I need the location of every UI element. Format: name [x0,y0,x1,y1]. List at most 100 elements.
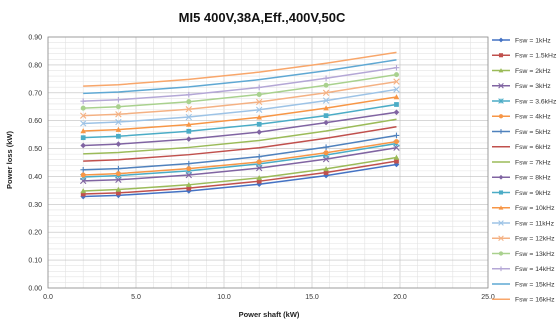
x-axis-title: Power shaft (kW) [239,310,300,319]
data-point [80,105,86,111]
data-point [80,191,86,197]
series-line [83,51,397,87]
data-point [185,106,192,113]
data-point [115,186,122,192]
x-tick-label: 20.0 [393,294,407,301]
data-point [80,188,86,194]
data-point [498,53,504,58]
series-path [83,126,397,162]
legend-label: Fsw = 12kHz [515,236,555,243]
data-point [393,109,400,116]
series-path [83,88,397,125]
data-point [498,251,504,256]
data-point [256,153,262,160]
data-point [393,154,400,160]
data-point [256,98,263,106]
data-point [256,175,262,181]
series-path [83,118,397,155]
series-path [83,73,397,109]
data-point [80,112,87,119]
data-point [115,165,122,172]
series-path [83,160,397,195]
data-point [393,94,400,100]
legend-label: Fsw = 7kHz [515,159,551,166]
data-point [323,119,329,126]
plot-area-border [47,36,489,289]
data-point [393,139,400,145]
data-point [498,68,504,73]
data-point [498,190,504,195]
y-tick-label: 0.00 [28,286,42,293]
data-point [115,118,122,126]
series-path [83,51,397,87]
data-point [323,113,329,119]
y-tick-label: 0.10 [28,258,42,265]
data-point [186,188,192,194]
x-tick-label: 25.0 [481,294,495,301]
legend-label: Fsw = 3.6kHz [515,98,557,105]
series-lines [80,51,400,200]
axes [47,36,489,289]
data-point [498,129,504,134]
data-point [115,141,122,147]
series-line [80,109,400,149]
legend-label: Fsw = 6kHz [515,144,551,151]
legend-entry: Fsw = 13kHz [492,251,555,258]
series-line [80,154,400,194]
data-point [115,104,121,110]
data-point [323,75,329,82]
data-point [80,142,86,149]
series-line [83,126,397,162]
data-point [186,160,192,167]
series-path [83,96,397,132]
data-point [498,205,504,210]
x-tick-label: 0.0 [43,294,53,301]
series-line [80,64,400,104]
legend-entry: Fsw = 1kHz [492,37,551,44]
legend-entry: Fsw = 4kHz [492,114,551,121]
data-point [498,82,504,89]
data-point [498,220,504,226]
data-point [80,120,87,127]
legend-entry: Fsw = 15kHz [492,281,555,288]
data-point [323,150,329,156]
legend: Fsw = 1kHz Fsw = 1.5kHz Fsw = 2kHz Fsw = 3k… [492,37,557,304]
data-point [256,114,262,120]
data-point [498,98,504,104]
legend-label: Fsw = 14kHz [515,266,555,273]
y-tick-label: 0.40 [28,174,42,181]
series-line [80,102,399,141]
tick-labels: 0.0 5.0 10.0 15.0 20.0 25.0 0.00 0.10 0.20 0.30 0.… [28,35,495,302]
data-point [186,91,192,98]
data-point [186,128,192,134]
series-path [83,103,397,139]
legend-entry: Fsw = 16kHz [492,297,555,304]
x-tick-label: 10.0 [217,294,231,301]
x-tick-label: 5.0 [131,294,141,301]
data-point [322,97,330,104]
legend-entry: Fsw = 3.6kHz [492,98,557,105]
data-point [393,86,400,93]
y-tick-label: 0.80 [28,62,42,69]
data-point [115,126,122,132]
series-line [83,118,397,155]
data-point [256,91,262,97]
data-point [323,105,329,111]
legend-entry: Fsw = 2kHz [492,68,551,75]
series-line [80,72,400,111]
data-point [256,178,262,184]
series-line [80,94,400,134]
data-point [186,182,192,188]
series-path [83,80,397,117]
data-point [186,166,192,172]
series-line [80,78,400,119]
data-point [498,266,504,272]
legend-entry: Fsw = 14kHz [492,266,555,273]
data-point [393,132,400,139]
data-point [186,185,192,191]
chart-title: MI5 400V,38A,Eff.,400V,50C [179,10,346,25]
data-point [256,129,262,135]
legend-entry: Fsw = 6kHz [492,144,551,151]
data-point [323,82,329,88]
